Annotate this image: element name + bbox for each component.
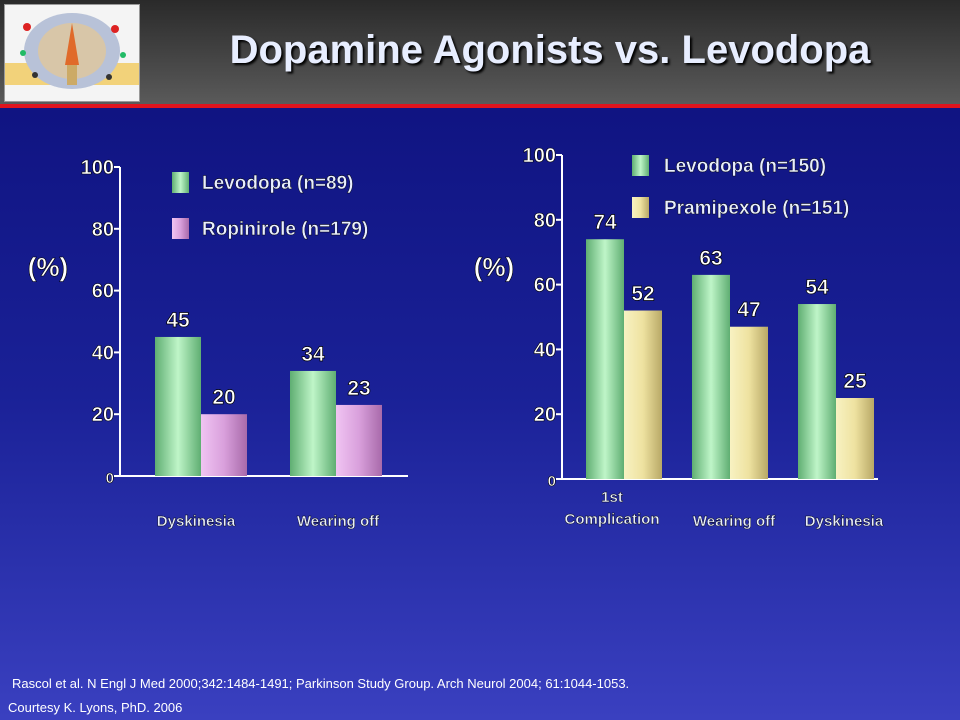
category-label: Wearing off [693, 513, 776, 530]
bar-ropinirole [336, 404, 382, 476]
chart-left-ropinirole: 0 20 40 60 80 100 (%) 45 20 Dyskinesia 34 23 Wearing… [27, 157, 408, 530]
category-label-line: 1st [601, 489, 623, 506]
bar-levodopa [290, 370, 336, 476]
category-label: Wearing off [297, 513, 380, 530]
bar-value-label: 25 [843, 370, 867, 393]
y-tick-label: 80 [534, 210, 556, 232]
legend-label: Levodopa (n=89) [202, 173, 354, 194]
courtesy-credit: Courtesy K. Lyons, PhD. 2006 [8, 700, 183, 715]
bar-levodopa [155, 336, 201, 476]
bar-value-label: 20 [212, 386, 235, 409]
slide-title: Dopamine Agonists vs. Levodopa [229, 28, 871, 72]
bar-pramipexole [836, 398, 874, 479]
category-label-line: Complication [564, 511, 659, 528]
brain-logo-image [4, 4, 140, 102]
legend-swatch-pramipexole [632, 197, 649, 218]
bar-value-label: 54 [805, 276, 829, 299]
legend-label: Levodopa (n=150) [664, 156, 826, 177]
bar-value-label: 52 [631, 283, 654, 306]
bar-levodopa [798, 304, 836, 479]
y-tick-label: 0 [106, 470, 114, 487]
y-axis-label: (%) [474, 252, 514, 282]
y-tick-label: 20 [534, 404, 556, 426]
legend-swatch-levodopa [172, 172, 189, 193]
legend-swatch-ropinirole [172, 218, 189, 239]
y-tick-label: 80 [92, 219, 114, 241]
y-tick-label: 40 [92, 342, 114, 364]
charts-area: 0 20 40 60 80 100 (%) 45 20 Dyskinesia 34 23 Wearing… [27, 145, 884, 531]
bar-pramipexole [730, 326, 768, 479]
bar-ropinirole [201, 414, 247, 476]
bar-levodopa [586, 239, 624, 479]
bar-value-label: 74 [593, 211, 617, 234]
bar-value-label: 47 [737, 299, 760, 322]
bar-value-label: 45 [166, 309, 190, 332]
category-label: Dyskinesia [157, 513, 236, 530]
category-label-line: Dyskinesia [805, 513, 884, 530]
legend-swatch-levodopa [632, 155, 649, 176]
y-tick-label: 100 [81, 157, 114, 179]
y-axis-label: (%) [28, 252, 68, 282]
legend-label: Ropinirole (n=179) [202, 219, 368, 240]
bar-value-label: 63 [699, 247, 722, 270]
y-tick-label: 20 [92, 404, 114, 426]
bar-value-label: 23 [347, 377, 370, 400]
y-tick-label: 100 [523, 145, 556, 167]
y-tick-label: 0 [548, 473, 556, 490]
category-label-line: Dyskinesia [157, 513, 236, 530]
category-label-line: Wearing off [297, 513, 380, 530]
reference-footnote: Rascol et al. N Engl J Med 2000;342:1484… [12, 676, 630, 691]
y-tick-label: 60 [92, 281, 114, 303]
legend-label: Pramipexole (n=151) [664, 198, 849, 219]
bar-levodopa [692, 274, 730, 479]
bar-pramipexole [624, 310, 662, 479]
header-divider [0, 104, 960, 108]
y-tick-label: 40 [534, 339, 556, 361]
category-label: 1st Complication [564, 489, 659, 528]
category-label: Dyskinesia [805, 513, 884, 530]
y-tick-label: 60 [534, 275, 556, 297]
header-bar [0, 0, 960, 104]
chart-right-pramipexole: 0 20 40 60 80 100 (%) 74 52 1st Complication 63 47 We… [473, 145, 884, 531]
category-label-line: Wearing off [693, 513, 776, 530]
bar-value-label: 34 [301, 343, 325, 366]
